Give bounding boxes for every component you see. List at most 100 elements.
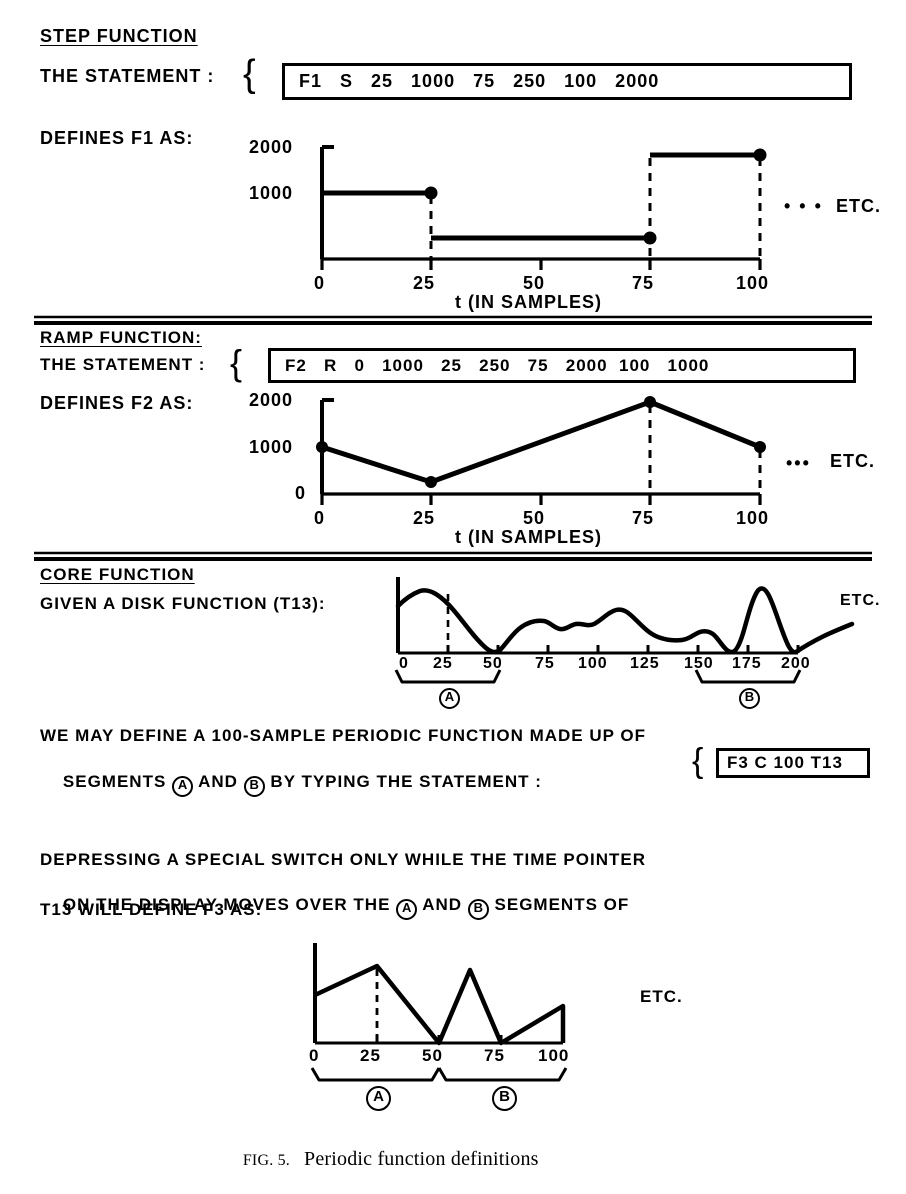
- step-xaxis-title: t (IN SAMPLES): [455, 292, 602, 312]
- step-xtick-label-50: 50: [523, 273, 546, 293]
- paragraph2-segments-text: SEGMENTS OF: [488, 895, 630, 914]
- ramp-xaxis-title: t (IN SAMPLES): [455, 527, 602, 547]
- step-statement-box[interactable]: F1 S 25 1000 75 250 100 2000: [282, 63, 852, 100]
- ramp-xtick-label-75: 75: [632, 508, 655, 528]
- figure-caption: FIG. 5. Periodic function definitions: [222, 1125, 539, 1194]
- figure-caption-label: FIG. 5.: [242, 1152, 290, 1169]
- step-statement-label: THE STATEMENT :: [40, 66, 215, 86]
- step-statement-brace: {: [243, 53, 257, 95]
- ramp-statement-value: F2 R 0 1000 25 250 75 2000 100 1000: [285, 355, 710, 375]
- f3-segment-a-badge: A: [366, 1086, 391, 1111]
- disk-brace-a: [394, 669, 502, 684]
- paragraph2-display-text: ON THE DISPLAY MOVES OVER THE: [62, 895, 397, 914]
- step-function-heading: STEP FUNCTION: [40, 26, 198, 46]
- paragraph1-segment-a-circle: A: [172, 776, 194, 797]
- f3-segment-b-circle-label: B: [492, 1086, 517, 1111]
- f3-xtick-label-50: 50: [422, 1046, 443, 1065]
- ramp-ytick-label-0: 0: [295, 483, 307, 503]
- ramp-marker-100: [754, 441, 766, 453]
- f3-brace-a: [310, 1067, 441, 1082]
- ramp-etc-dots: •••: [786, 453, 811, 473]
- step-marker-25: [424, 186, 438, 200]
- disk-xtick-label-200: 200: [781, 655, 811, 672]
- core-paragraph2-line1: DEPRESSING A SPECIAL SWITCH ONLY WHILE T…: [40, 850, 646, 869]
- ramp-etc-label: ETC.: [830, 451, 876, 471]
- ramp-xtick-label-25: 25: [413, 508, 436, 528]
- disk-segment-b-badge: B: [739, 686, 760, 709]
- disk-etc-label: ETC.: [840, 592, 881, 609]
- paragraph2-and-text: AND: [417, 895, 468, 914]
- ramp-statement-label: THE STATEMENT :: [40, 355, 206, 374]
- step-xticks: [320, 259, 762, 270]
- core-paragraph1-line2: SEGMENTS A AND B BY TYPING THE STATEMENT…: [40, 752, 542, 817]
- ramp-ytick-label-1000: 1000: [249, 437, 294, 457]
- figure-caption-text: Periodic function definitions: [304, 1148, 539, 1170]
- disk-xtick-label-175: 175: [732, 655, 762, 672]
- step-xtick-label-25: 25: [413, 273, 436, 293]
- disk-function-chart: [394, 577, 855, 684]
- ramp-ytick-label-2000: 2000: [249, 390, 294, 410]
- ramp-function-heading: RAMP FUNCTION:: [40, 328, 202, 347]
- ramp-function-chart: [316, 396, 766, 505]
- disk-waveform: [395, 586, 855, 655]
- paragraph1-typing-text: BY TYPING THE STATEMENT :: [264, 772, 542, 791]
- step-function-chart: [320, 145, 767, 270]
- disk-xtick-label-0: 0: [399, 655, 409, 672]
- step-ytick-label-2000: 2000: [249, 137, 294, 157]
- segment-a-circle-label: A: [439, 688, 460, 709]
- step-xtick-label-0: 0: [314, 273, 326, 293]
- segment-b-circle-label: B: [739, 688, 760, 709]
- f3-statement-box[interactable]: F3 C 100 T13: [716, 748, 870, 778]
- core-paragraph2-line2: ON THE DISPLAY MOVES OVER THE A AND B SE…: [40, 875, 629, 940]
- disk-xtick-label-50: 50: [483, 655, 503, 672]
- divider-rule-2: [34, 551, 872, 561]
- step-statement-value: F1 S 25 1000 75 250 100 2000: [299, 71, 660, 91]
- ramp-xticks: [320, 494, 762, 505]
- paragraph1-segments-text: SEGMENTS: [62, 772, 173, 791]
- f3-segment-b-badge: B: [492, 1086, 517, 1111]
- f3-brace-b: [437, 1067, 568, 1082]
- disk-xtick-label-75: 75: [535, 655, 555, 672]
- step-xtick-label-75: 75: [632, 273, 655, 293]
- step-marker-100: [753, 148, 767, 162]
- ramp-statement-brace: {: [230, 342, 244, 383]
- ramp-marker-75: [644, 396, 656, 408]
- disk-segment-a-badge: A: [439, 686, 460, 709]
- f3-result-chart: [310, 943, 568, 1082]
- ramp-xtick-label-50: 50: [523, 508, 546, 528]
- step-xtick-label-100: 100: [736, 273, 770, 293]
- paragraph1-and-text: AND: [193, 772, 244, 791]
- ramp-marker-25: [425, 476, 437, 488]
- disk-xtick-label-25: 25: [433, 655, 453, 672]
- core-paragraph1-line1: WE MAY DEFINE A 100-SAMPLE PERIODIC FUNC…: [40, 726, 646, 745]
- core-paragraph2-line3: T13 WILL DEFINE F3 AS:: [40, 900, 263, 919]
- ramp-xtick-label-0: 0: [314, 508, 326, 528]
- paragraph1-segment-b-circle: B: [243, 776, 265, 797]
- step-etc-label: ETC.: [836, 196, 882, 216]
- f3-xtick-label-25: 25: [360, 1046, 381, 1065]
- core-given-label: GIVEN A DISK FUNCTION (T13):: [40, 594, 326, 613]
- disk-xtick-label-100: 100: [578, 655, 608, 672]
- paragraph2-segment-b-circle: B: [467, 899, 489, 920]
- ramp-marker-0: [316, 441, 328, 453]
- f3-statement-brace: {: [692, 742, 705, 780]
- paragraph2-segment-a-circle: A: [396, 899, 418, 920]
- divider-rule-1: [34, 315, 872, 325]
- core-function-heading: CORE FUNCTION: [40, 565, 195, 584]
- ramp-statement-box[interactable]: F2 R 0 1000 25 250 75 2000 100 1000: [268, 348, 856, 383]
- disk-xtick-label-150: 150: [684, 655, 714, 672]
- disk-xtick-label-125: 125: [630, 655, 660, 672]
- step-etc-dots: • • •: [784, 196, 823, 216]
- f3-segment-a-circle-label: A: [366, 1086, 391, 1111]
- ramp-defines-label: DEFINES F2 AS:: [40, 393, 194, 413]
- f3-xtick-label-100: 100: [538, 1046, 570, 1065]
- ramp-polyline: [321, 399, 761, 485]
- f3-xtick-label-75: 75: [484, 1046, 505, 1065]
- disk-brace-b: [694, 669, 802, 684]
- step-defines-label: DEFINES F1 AS:: [40, 128, 194, 148]
- f3-waveform: [314, 963, 566, 1046]
- step-marker-75: [643, 231, 657, 245]
- f3-statement-value: F3 C 100 T13: [727, 753, 843, 772]
